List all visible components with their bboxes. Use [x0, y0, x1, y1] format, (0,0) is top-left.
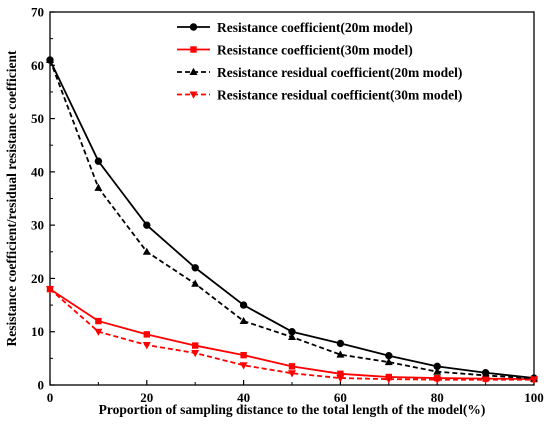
legend-label: Resistance residual coefficient(20m mode…	[217, 65, 462, 80]
y-tick-label: 70	[31, 5, 44, 20]
x-tick-label: 80	[431, 390, 444, 405]
data-point	[191, 264, 199, 272]
data-point	[94, 183, 103, 191]
series-4	[46, 286, 538, 384]
data-point	[336, 350, 345, 358]
y-tick-label: 30	[31, 218, 44, 233]
data-point	[337, 370, 344, 378]
data-point	[46, 286, 54, 294]
data-point	[94, 157, 103, 165]
x-axis-title: Proportion of sampling distance to the t…	[99, 402, 486, 417]
y-axis-title: Resistance coefficient/residual resistan…	[4, 50, 19, 347]
y-tick-label: 40	[31, 164, 44, 179]
data-point	[288, 370, 296, 378]
data-point	[239, 316, 248, 325]
legend-item: Resistance residual coefficient(30m mode…	[177, 88, 462, 103]
data-point	[481, 376, 490, 384]
data-point	[530, 376, 538, 384]
x-tick-label: 0	[47, 390, 54, 405]
data-point	[143, 221, 151, 229]
legend-marker	[189, 23, 198, 31]
data-point	[46, 55, 54, 63]
data-point	[336, 375, 345, 383]
data-point	[191, 350, 200, 358]
legend: Resistance coefficient(20m model) Resista…	[177, 20, 462, 103]
series-group	[46, 55, 538, 384]
data-point	[142, 342, 151, 350]
legend-item: Resistance coefficient(30m model)	[177, 43, 413, 58]
legend-marker	[189, 67, 198, 75]
legend-label: Resistance residual coefficient(30m mode…	[217, 88, 462, 103]
data-point	[95, 317, 102, 325]
legend-label: Resistance coefficient(20m model)	[217, 20, 413, 35]
data-point	[191, 279, 200, 287]
y-tick-label: 10	[31, 324, 44, 339]
legend-marker	[190, 46, 197, 53]
y-tick-label: 20	[31, 271, 44, 286]
data-point	[336, 339, 345, 348]
data-point	[192, 342, 199, 349]
legend-label: Resistance coefficient(30m model)	[217, 43, 413, 58]
y-tick-label: 60	[31, 58, 44, 73]
x-tick-label: 20	[140, 390, 153, 405]
data-point	[239, 301, 248, 309]
data-point	[288, 363, 296, 370]
y-tick-label: 0	[38, 378, 45, 393]
series-1	[46, 56, 538, 382]
legend-item: Resistance residual coefficient(20m mode…	[177, 65, 462, 80]
axis-ticks: 0 20 40 60 80 100 0 10 20 30 40 50 60 70	[31, 5, 544, 406]
data-point	[142, 247, 151, 255]
x-tick-label: 60	[334, 390, 347, 405]
x-tick-label: 40	[237, 390, 250, 405]
legend-marker	[189, 91, 198, 99]
data-point	[239, 362, 248, 370]
data-point	[288, 332, 296, 341]
y-tick-label: 50	[31, 111, 44, 126]
x-tick-label: 100	[524, 390, 544, 405]
data-point	[481, 371, 490, 379]
data-point	[94, 328, 103, 336]
data-point	[384, 357, 393, 366]
data-point	[240, 351, 247, 359]
data-point	[433, 367, 442, 375]
data-point	[384, 376, 393, 384]
series-line	[49, 288, 534, 381]
data-point	[433, 376, 442, 384]
legend-item: Resistance coefficient(20m model)	[177, 20, 413, 35]
data-point	[143, 331, 150, 338]
